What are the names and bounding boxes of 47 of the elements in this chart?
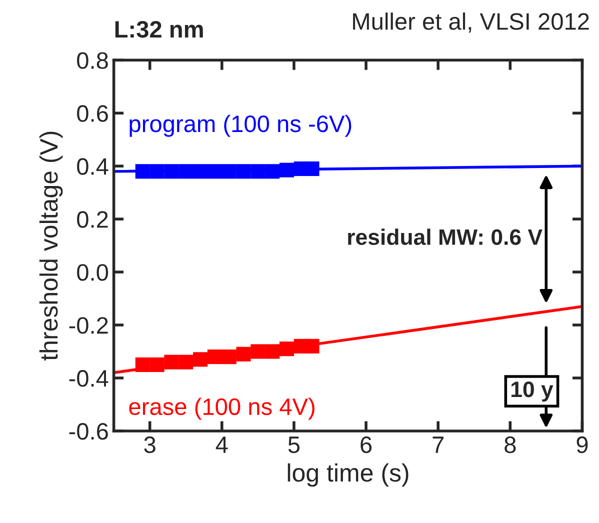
y-tick-label: -0.4: [69, 370, 108, 387]
point: [178, 354, 194, 370]
point: [193, 164, 208, 179]
point: [193, 352, 208, 367]
x-tick-label: 8: [504, 436, 516, 454]
point: [279, 342, 294, 356]
y-tick-label: 0.0: [77, 264, 108, 281]
x-tick-label: 3: [144, 436, 156, 454]
y-axis-title: threshold voltage (V): [39, 132, 63, 360]
annotation: residual MW: 0.6 V: [348, 228, 542, 245]
y-tick-label: -0.2: [69, 317, 108, 334]
point: [236, 346, 251, 362]
point: [304, 161, 320, 176]
point: [222, 350, 236, 364]
point: [265, 344, 280, 359]
y-tick-label: 0.2: [77, 211, 108, 228]
point: [135, 357, 150, 372]
point: [265, 164, 280, 179]
series-label: program (100 ns -6V): [130, 114, 352, 137]
point: [304, 338, 320, 354]
series-label: erase (100 ns 4V): [129, 398, 314, 420]
point: [150, 164, 164, 179]
point: [222, 164, 236, 179]
x-tick-label: 7: [432, 436, 444, 453]
point: [250, 164, 266, 179]
point: [279, 162, 294, 178]
y-tick-label: 0.4: [77, 158, 108, 175]
point: [164, 354, 179, 370]
y-tick-label: -0.6: [69, 423, 108, 440]
point: [178, 164, 194, 179]
point: [164, 164, 179, 179]
annotation: 10 y: [512, 382, 554, 402]
y-tick-label: 0.6: [77, 105, 108, 122]
y-tick-label: 0.8: [77, 52, 108, 69]
point: [236, 164, 251, 179]
x-tick-label: 9: [576, 436, 588, 454]
point: [250, 344, 266, 359]
x-axis-title: log time (s): [288, 463, 408, 487]
text: L:32 nm: [115, 21, 203, 38]
x-tick-label: 5: [288, 436, 300, 454]
point: [207, 164, 222, 179]
text: Muller et al, VLSI 2012: [353, 12, 589, 33]
point: [207, 350, 222, 364]
point: [150, 357, 164, 372]
x-tick-label: 6: [360, 436, 372, 454]
point: [135, 164, 150, 179]
x-tick-label: 4: [216, 436, 228, 453]
